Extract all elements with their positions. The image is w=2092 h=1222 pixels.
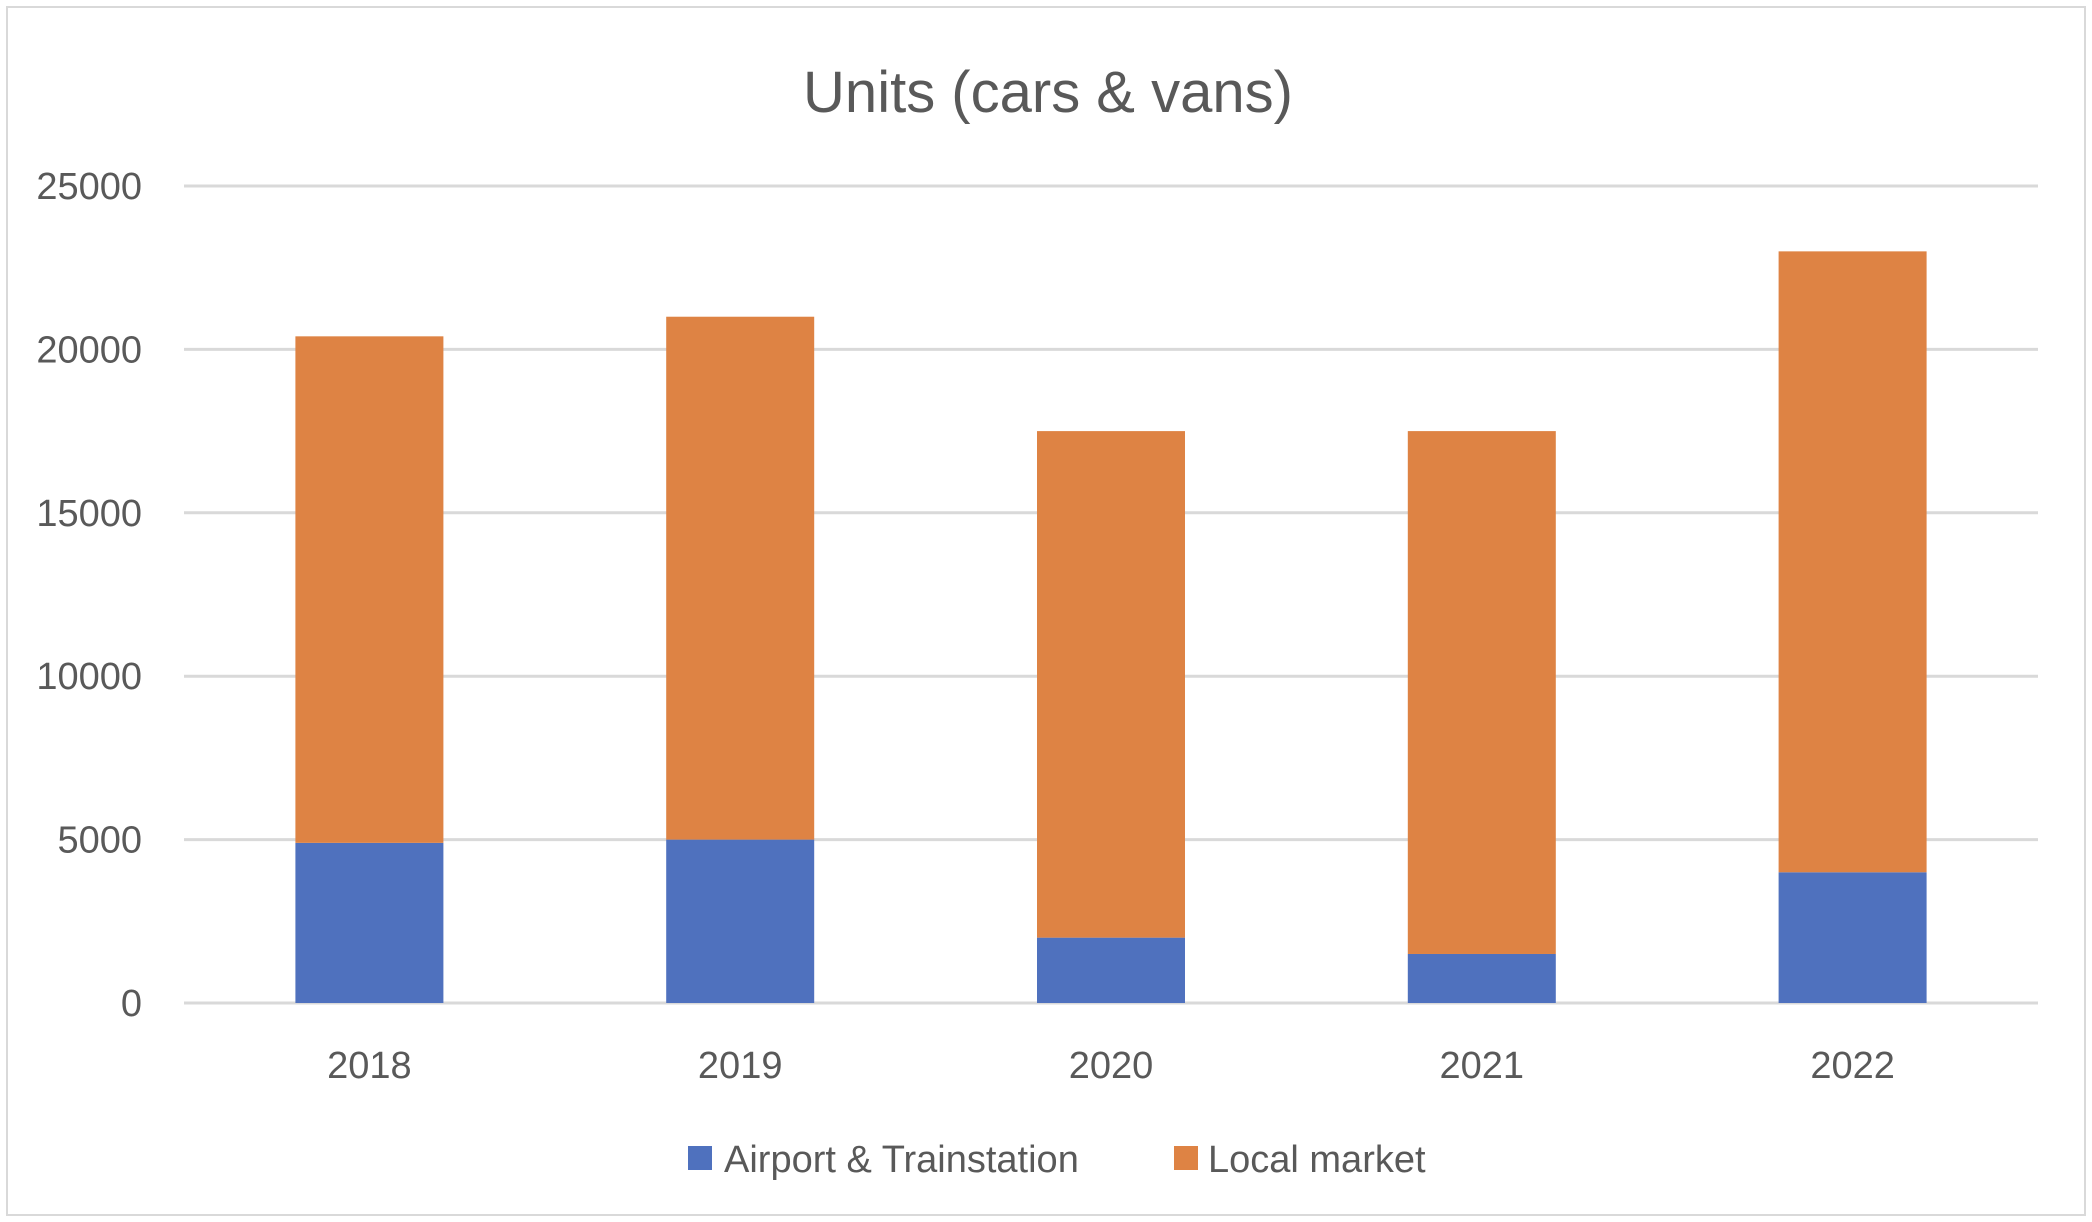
- bar-local-market-2018: [295, 336, 444, 843]
- x-tick-label: 2021: [1440, 1045, 1525, 1087]
- bar-airport-trainstation-2020: [1037, 937, 1185, 1003]
- x-axis-ticks: 2018 2019 2020 2021 2022: [327, 1045, 1895, 1087]
- x-tick-label: 2018: [327, 1045, 412, 1087]
- x-tick-label: 2019: [698, 1045, 783, 1087]
- legend-label: Local market: [1208, 1139, 1426, 1181]
- bar-local-market-2019: [666, 316, 815, 840]
- x-tick-label: 2022: [1810, 1045, 1895, 1087]
- y-tick-label: 20000: [36, 329, 142, 371]
- bar-airport-trainstation-2021: [1407, 953, 1556, 1003]
- bars: [295, 251, 1927, 1003]
- legend: Airport & Trainstation Local market: [688, 1139, 1426, 1181]
- chart-title: Units (cars & vans): [803, 60, 1293, 125]
- y-tick-label: 10000: [36, 656, 142, 698]
- y-tick-label: 5000: [57, 820, 142, 862]
- stacked-bar-chart: Units (cars & vans) 0 5000 10000 15000 20000…: [36, 60, 2038, 1181]
- y-tick-label: 15000: [36, 493, 142, 535]
- legend-swatch: [688, 1146, 712, 1170]
- legend-label: Airport & Trainstation: [724, 1139, 1079, 1181]
- y-tick-label: 0: [121, 983, 142, 1025]
- bar-airport-trainstation-2018: [295, 842, 444, 1003]
- y-tick-label: 25000: [36, 166, 142, 208]
- legend-swatch: [1174, 1146, 1198, 1170]
- chart-frame: Units (cars & vans) 0 5000 10000 15000 20000…: [6, 6, 2086, 1216]
- bar-local-market-2021: [1407, 431, 1556, 954]
- x-tick-label: 2020: [1069, 1045, 1154, 1087]
- bar-local-market-2022: [1778, 251, 1927, 873]
- bar-airport-trainstation-2019: [666, 839, 815, 1003]
- y-axis-ticks: 0 5000 10000 15000 20000 25000: [36, 166, 142, 1025]
- bar-airport-trainstation-2022: [1778, 872, 1927, 1003]
- bar-local-market-2020: [1037, 431, 1185, 938]
